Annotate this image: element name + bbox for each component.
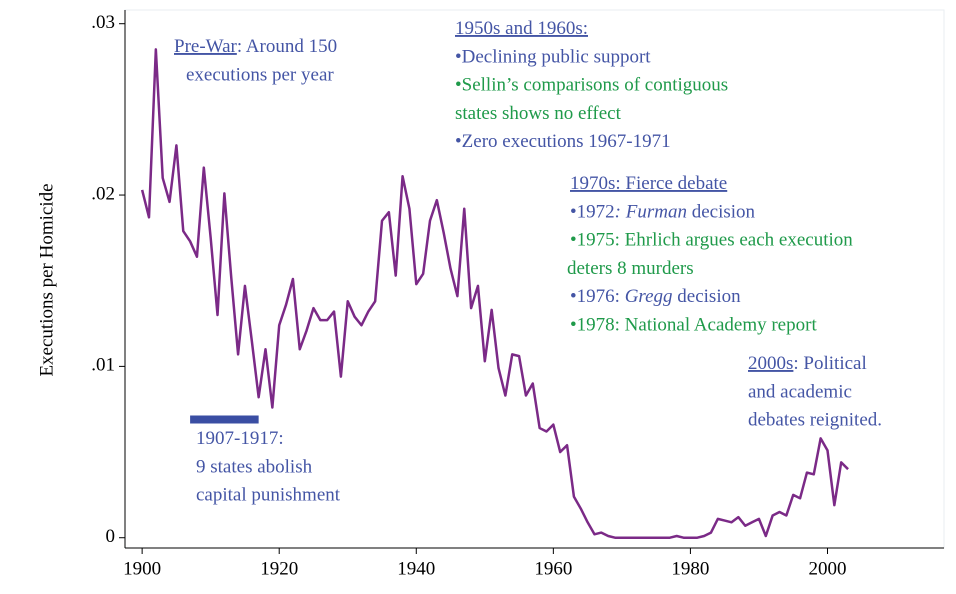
data-line [140,48,849,539]
annotation-text: deters 8 murders [567,258,694,279]
annotation-line: executions per year [186,65,334,86]
annotation-line: •1976: Gregg decision [570,287,741,308]
annotation-line: capital punishment [196,485,341,506]
annotation-text: •1978: National Academy report [570,315,817,336]
y-tick-label: .01 [91,355,115,376]
annotation-text: 1907-1917: [196,428,284,449]
annotation-line: 2000s: Political [748,353,867,374]
annotation-text: : Around 150 [237,36,337,57]
x-tick-label: 1940 [397,558,435,579]
annotation-text: 1970s: Fierce debate [570,173,727,194]
annotation-line: debates reignited. [748,410,882,431]
annotation-text: Pre-War [174,36,237,57]
y-axis-label: Executions per Homicide [36,183,57,376]
annotation-line: •Zero executions 1967-1971 [455,132,671,153]
annotation-line: •1975: Ehrlich argues each execution [570,230,853,251]
x-tick-label: 1980 [671,558,709,579]
annotation-line: •1978: National Academy report [570,315,817,336]
annotation-text: •1976: [570,287,625,308]
annotation-text: : Furman [615,202,687,223]
annotation-text: and academic [748,382,852,403]
annotation-line: •1972: Furman decision [570,202,756,223]
y-tick-label: .03 [91,12,115,33]
annotation-text: Gregg [625,287,673,308]
annotation-text: states shows no effect [455,103,622,124]
annotation-text: •1972 [570,202,615,223]
annotation-line: and academic [748,382,852,403]
x-tick-label: 1960 [534,558,572,579]
annotation-text: 2000s [748,353,793,374]
annotation-text: 1950s and 1960s: [455,18,588,39]
annotation-line: •Declining public support [455,47,651,68]
annotation-text: 9 states abolish [196,457,313,478]
annotation-line: states shows no effect [455,103,622,124]
annotation-text: : Political [793,353,866,374]
annotation-text: •Declining public support [455,47,651,68]
annotation-line: •Sellin’s comparisons of contiguous [455,75,728,96]
annotation-line: deters 8 murders [567,258,694,279]
x-tick-label: 1900 [123,558,161,579]
annotation-text: capital punishment [196,485,341,506]
annotation-text: •1975: Ehrlich argues each execution [570,230,853,251]
annotation-line: Pre-War: Around 150 [174,36,337,57]
y-tick-label: 0 [106,526,116,547]
annotation-text: decision [673,287,742,308]
annotation-line: 1907-1917: [196,428,284,449]
annotation-line: 9 states abolish [196,457,313,478]
annotation-line: 1950s and 1960s: [455,18,588,39]
annotation-text: decision [687,202,756,223]
x-tick-label: 2000 [808,558,846,579]
annotation-text: •Sellin’s comparisons of contiguous [455,75,728,96]
annotation-line: 1970s: Fierce debate [570,173,727,194]
y-tick-label: .02 [91,183,115,204]
x-tick-label: 1920 [260,558,298,579]
annotation-text: executions per year [186,65,334,86]
annotation-text: •Zero executions 1967-1971 [455,132,671,153]
annotation-text: debates reignited. [748,410,882,431]
